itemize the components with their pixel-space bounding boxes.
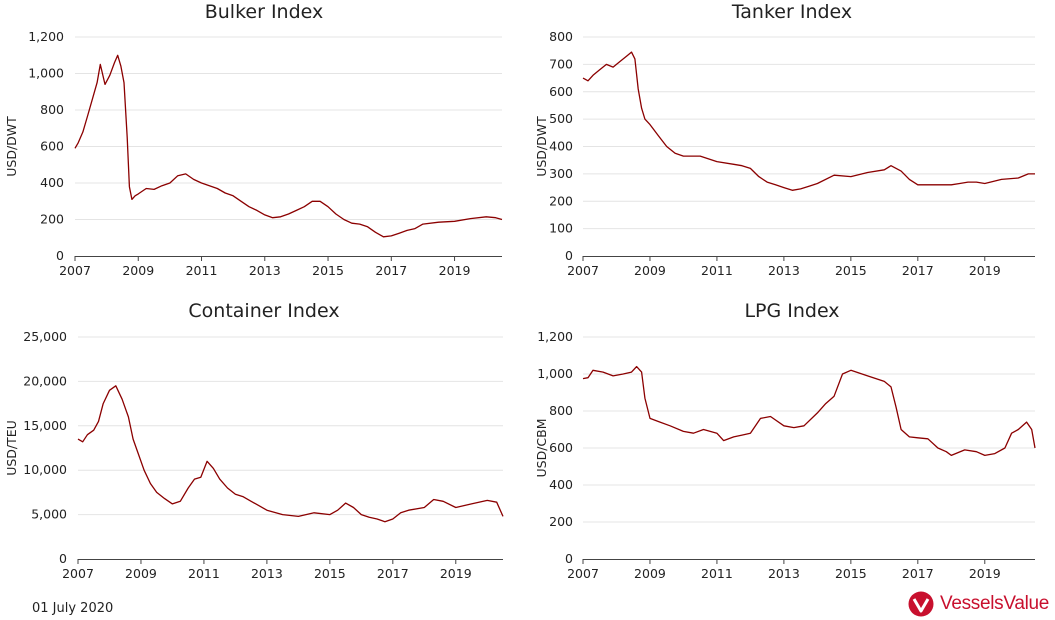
x-tick-label: 2017 [902,566,934,581]
y-tick-label: 0 [565,248,573,263]
y-tick-label: 700 [549,56,573,71]
y-tick-label: 400 [549,477,573,492]
y-tick-label: 200 [549,193,573,208]
x-tick-label: 2017 [375,263,407,278]
series-line [582,51,1035,191]
x-tick-label: 2009 [122,263,154,278]
x-tick-label: 2013 [768,566,800,581]
y-axis-label: USD/DWT [534,116,549,177]
x-tick-label: 2017 [377,566,409,581]
y-tick-label: 100 [549,221,573,236]
x-tick-label: 2015 [314,566,346,581]
brand-name: VesselsValue [940,593,1050,614]
x-tick-label: 2011 [701,566,733,581]
x-tick-label: 2009 [125,566,157,581]
x-tick-label: 2019 [969,263,1001,278]
y-tick-label: 15,000 [23,418,67,433]
x-tick-label: 2013 [768,263,800,278]
y-tick-label: 10,000 [23,462,67,477]
x-tick-label: 2015 [835,566,867,581]
x-tick-label: 2007 [62,566,94,581]
y-axis-label: USD/TEU [4,420,19,476]
x-tick-label: 2007 [567,566,599,581]
chart-panel-lpg-index: 0 200 400 600 800 1,000 1,200 2007 2009 2011 2013 2… [534,300,1036,581]
date-label: 01 July 2020 [32,601,114,616]
y-tick-label: 200 [549,514,573,529]
y-tick-label: 20,000 [23,373,67,388]
x-tick-label: 2015 [312,263,344,278]
y-tick-label: 400 [40,175,64,190]
y-tick-label: 0 [59,551,67,566]
chart-title: Container Index [188,300,339,322]
chart-panel-container-index: 0 5,000 10,000 15,000 20,000 25,000 2007 2009 20… [4,300,504,581]
x-tick-label: 2019 [440,566,472,581]
x-tick-label: 2011 [188,566,220,581]
chart-title: Bulker Index [205,1,324,23]
chart-panel-tanker-index: 0 100 200 300 400 500 600 700 800 2007 2009 2011 201… [534,1,1035,278]
x-tick-label: 2013 [251,566,283,581]
y-tick-label: 0 [56,248,64,263]
y-tick-label: 500 [549,111,573,126]
x-tick-label: 2017 [902,263,934,278]
y-tick-label: 600 [549,84,573,99]
x-tick-label: 2007 [59,263,91,278]
y-axis-label: USD/DWT [4,116,19,177]
chart-title: LPG Index [744,300,839,322]
y-axis-label: USD/CBM [534,418,549,477]
chart-title: Tanker Index [731,1,852,23]
series-line [74,54,503,238]
y-tick-label: 300 [549,166,573,181]
y-tick-label: 800 [40,102,64,117]
y-tick-label: 1,000 [28,66,64,81]
series-line [582,365,1036,457]
x-tick-label: 2009 [634,566,666,581]
x-tick-label: 2013 [249,263,281,278]
chart-panel-bulker-index: 0 200 400 600 800 1,000 1,200 2007 2009 2011 2013 2… [4,1,503,278]
x-tick-label: 2019 [969,566,1001,581]
x-tick-label: 2007 [567,263,599,278]
x-tick-label: 2011 [701,263,733,278]
y-tick-label: 0 [565,551,573,566]
y-tick-label: 5,000 [31,507,67,522]
x-tick-label: 2011 [186,263,218,278]
y-tick-label: 600 [549,440,573,455]
y-tick-label: 200 [40,212,64,227]
y-tick-label: 600 [40,139,64,154]
y-tick-label: 400 [549,139,573,154]
series-line [77,385,504,523]
x-tick-label: 2009 [634,263,666,278]
brand-logo: VesselsValue [908,588,1049,620]
y-tick-label: 1,000 [537,366,573,381]
y-tick-label: 1,200 [28,29,64,44]
y-tick-label: 800 [549,403,573,418]
y-tick-label: 25,000 [23,329,67,344]
x-tick-label: 2019 [439,263,471,278]
y-tick-label: 1,200 [537,329,573,344]
y-tick-label: 800 [549,29,573,44]
vesselsvalue-logo-icon [908,591,934,617]
x-tick-label: 2015 [835,263,867,278]
